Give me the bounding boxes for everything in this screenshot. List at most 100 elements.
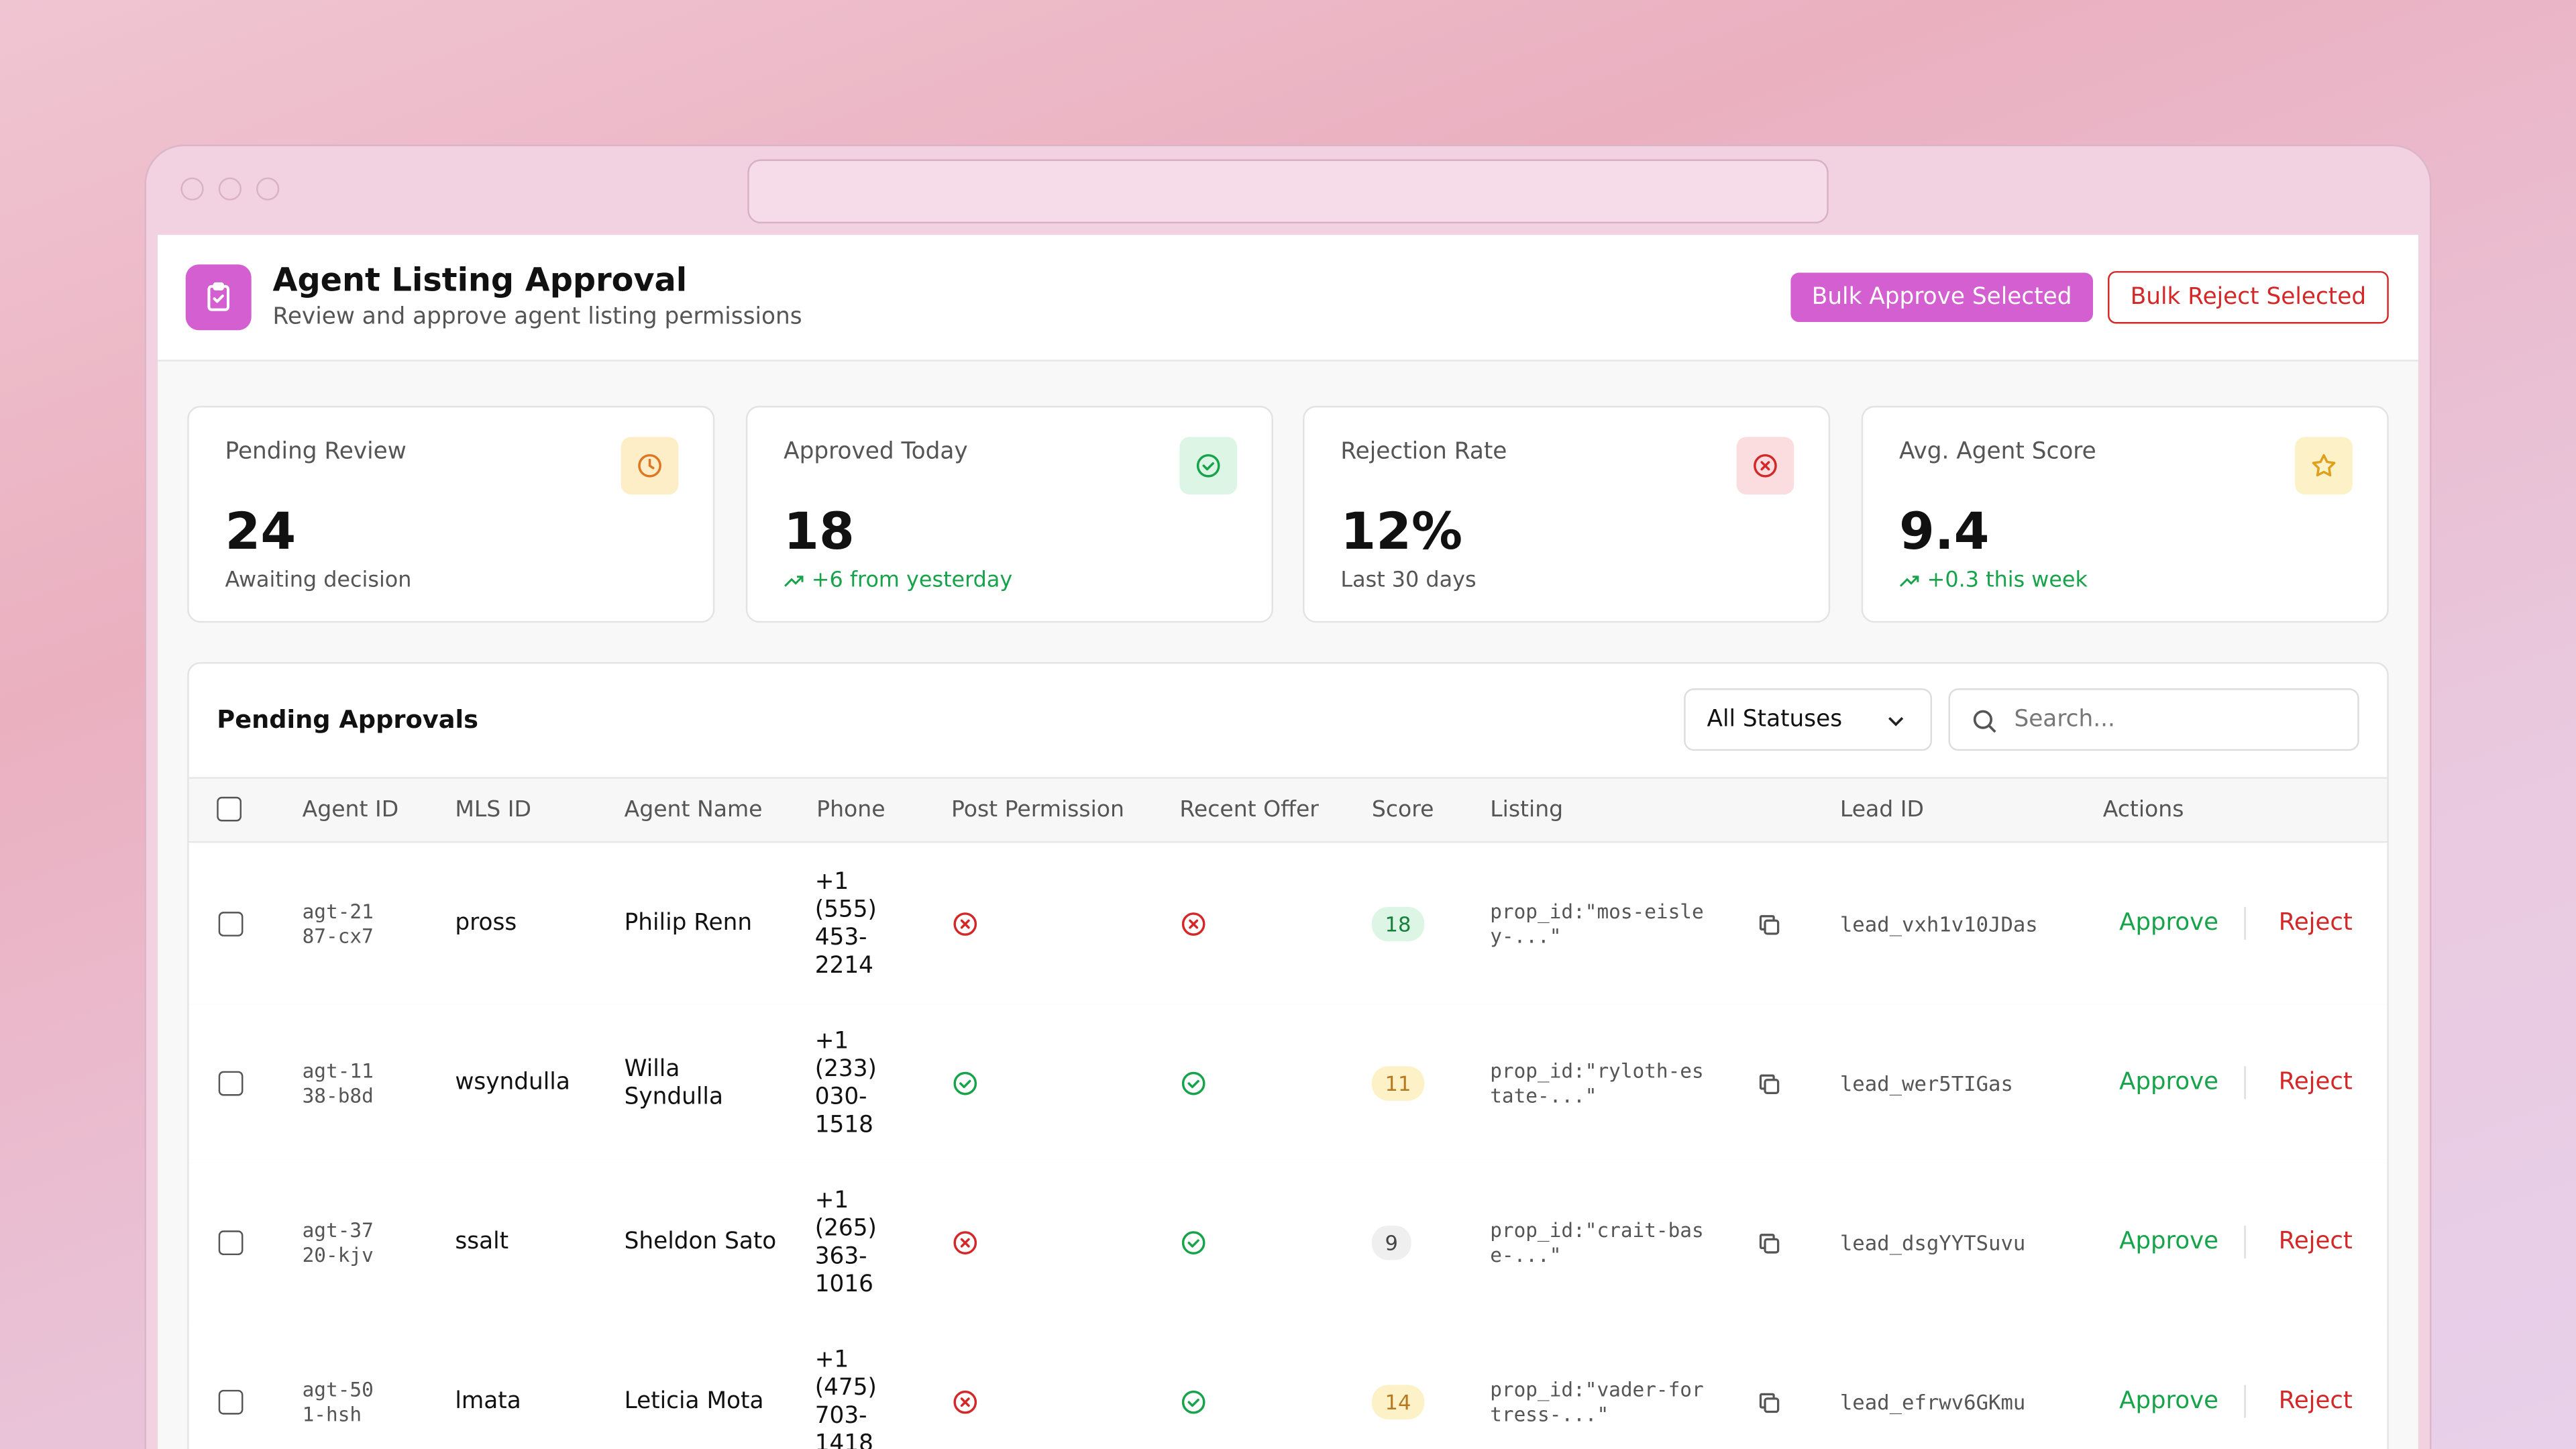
- post-permission: [951, 1163, 979, 1323]
- table-row: agt-501-hsh lmata Leticia Mota +1 (475) …: [189, 1322, 2387, 1449]
- select-all-checkbox[interactable]: [217, 796, 242, 822]
- action-separator: [2244, 906, 2246, 940]
- approve-button[interactable]: Approve: [2119, 1069, 2218, 1096]
- action-separator: [2244, 1066, 2246, 1099]
- window-dot[interactable]: [180, 177, 204, 201]
- lead-id: lead_vxh1v10JDas: [1839, 912, 2038, 936]
- x-icon: [953, 912, 977, 936]
- column-header: Post Permission: [951, 796, 1124, 823]
- x-icon: [953, 1231, 977, 1255]
- app-icon: [185, 264, 252, 331]
- approve-button[interactable]: Approve: [2119, 1228, 2218, 1256]
- table-header: [189, 777, 2387, 843]
- copy-icon[interactable]: [1756, 1389, 1782, 1415]
- reject-button[interactable]: Reject: [2278, 1388, 2353, 1415]
- phone: +1 (233) 030-1518: [814, 1027, 877, 1138]
- reject-button[interactable]: Reject: [2278, 1228, 2353, 1256]
- x-icon: [1754, 453, 1777, 478]
- agent-name: Sheldon Sato: [624, 1228, 777, 1256]
- stat-note-text: +0.3 this week: [1927, 568, 2088, 594]
- status-filter[interactable]: All Statuses: [1684, 688, 1933, 751]
- page-subtitle: Review and approve agent listing permiss…: [272, 304, 802, 331]
- column-header: Actions: [2102, 796, 2184, 823]
- score-badge: 18: [1371, 906, 1425, 942]
- table-row: agt-3720-kjv ssalt Sheldon Sato +1 (265)…: [189, 1163, 2387, 1324]
- action-separator: [2244, 1225, 2246, 1258]
- table-row: agt-1138-b8d wsyndulla Willa Syndulla +1…: [189, 1004, 2387, 1165]
- x-icon: [953, 1390, 977, 1414]
- bulk-approve-button[interactable]: Bulk Approve Selected: [1790, 272, 2094, 323]
- agent-id: agt-3720-kjv: [302, 1218, 374, 1266]
- column-header: Agent Name: [624, 796, 763, 823]
- copy-icon[interactable]: [1756, 1230, 1782, 1256]
- clipboard-icon: [207, 282, 230, 311]
- check-icon: [1196, 453, 1220, 478]
- trend-icon: [1899, 576, 1919, 587]
- stat-value: 12%: [1340, 502, 1463, 562]
- lead-id: lead_efrwv6GKmu: [1839, 1389, 2026, 1415]
- table-title: Pending Approvals: [217, 704, 478, 735]
- stat-value: 9.4: [1899, 502, 1990, 562]
- post-permission: [951, 1004, 979, 1163]
- row-checkbox[interactable]: [218, 1071, 244, 1096]
- agent-id: agt-2187-cx7: [302, 899, 374, 947]
- approve-button[interactable]: Approve: [2119, 910, 2218, 936]
- stat-card: Pending Review 24 Awaiting decision: [187, 405, 715, 623]
- reject-button[interactable]: Reject: [2278, 1069, 2353, 1096]
- check-icon: [1181, 1231, 1205, 1255]
- column-header: Score: [1371, 796, 1434, 823]
- window-dot[interactable]: [256, 177, 280, 201]
- search-icon: [1973, 710, 1996, 733]
- score-badge: 11: [1371, 1066, 1425, 1101]
- stat-icon: [2295, 437, 2353, 495]
- row-checkbox[interactable]: [218, 912, 244, 936]
- agent-name: Willa Syndulla: [624, 1055, 723, 1110]
- page-title: Agent Listing Approval: [272, 261, 688, 299]
- address-bar[interactable]: [747, 159, 1829, 224]
- action-separator: [2244, 1385, 2246, 1418]
- mls-id: pross: [455, 910, 517, 936]
- row-checkbox[interactable]: [218, 1389, 244, 1415]
- bulk-reject-button[interactable]: Bulk Reject Selected: [2108, 271, 2389, 324]
- recent-offer: [1179, 1004, 1208, 1163]
- post-permission: [951, 845, 979, 1004]
- copy-icon[interactable]: [1756, 1071, 1782, 1097]
- stat-note: Last 30 days: [1340, 568, 1476, 593]
- agent-id: agt-1138-b8d: [302, 1059, 374, 1107]
- listing: prop_id:"ryloth-estate-...": [1490, 1059, 1704, 1107]
- stat-note: +0.3 this week: [1899, 568, 2088, 593]
- stat-note: +6 from yesterday: [784, 568, 1012, 593]
- column-header: Lead ID: [1839, 796, 1925, 823]
- stat-icon: [1179, 437, 1238, 495]
- search-input[interactable]: Search...: [1948, 688, 2359, 751]
- stat-card: Avg. Agent Score 9.4 +0.3 this week: [1861, 405, 2389, 623]
- row-checkbox[interactable]: [218, 1230, 244, 1256]
- stat-label: Rejection Rate: [1340, 438, 1507, 466]
- reject-button[interactable]: Reject: [2278, 910, 2353, 936]
- stat-note-text: Awaiting decision: [225, 568, 412, 594]
- approve-button[interactable]: Approve: [2119, 1388, 2218, 1415]
- window-dot[interactable]: [218, 177, 242, 201]
- stat-note-text: +6 from yesterday: [811, 568, 1013, 594]
- chevron: [1888, 716, 1904, 727]
- recent-offer: [1179, 1322, 1208, 1449]
- stat-label: Approved Today: [784, 438, 968, 466]
- phone: +1 (265) 363-1016: [814, 1187, 877, 1297]
- score-badge: 9: [1371, 1225, 1411, 1260]
- phone: +1 (555) 453-2214: [814, 868, 877, 979]
- stat-label: Avg. Agent Score: [1899, 438, 2096, 466]
- clock-icon: [638, 453, 661, 478]
- mls-id: ssalt: [455, 1228, 509, 1256]
- listing: prop_id:"vader-fortress-...": [1490, 1377, 1704, 1426]
- lead-id: lead_wer5TIGas: [1839, 1071, 2013, 1096]
- trend-icon: [784, 576, 804, 587]
- score-badge: 14: [1371, 1385, 1425, 1419]
- stat-value: 24: [225, 502, 297, 562]
- column-header: Recent Offer: [1179, 796, 1319, 823]
- listing: prop_id:"crait-base-...": [1490, 1218, 1704, 1266]
- check-icon: [1181, 1071, 1205, 1095]
- star-icon: [2312, 453, 2336, 477]
- copy-icon[interactable]: [1756, 911, 1782, 937]
- check-icon: [953, 1071, 977, 1095]
- stat-value: 18: [784, 502, 855, 562]
